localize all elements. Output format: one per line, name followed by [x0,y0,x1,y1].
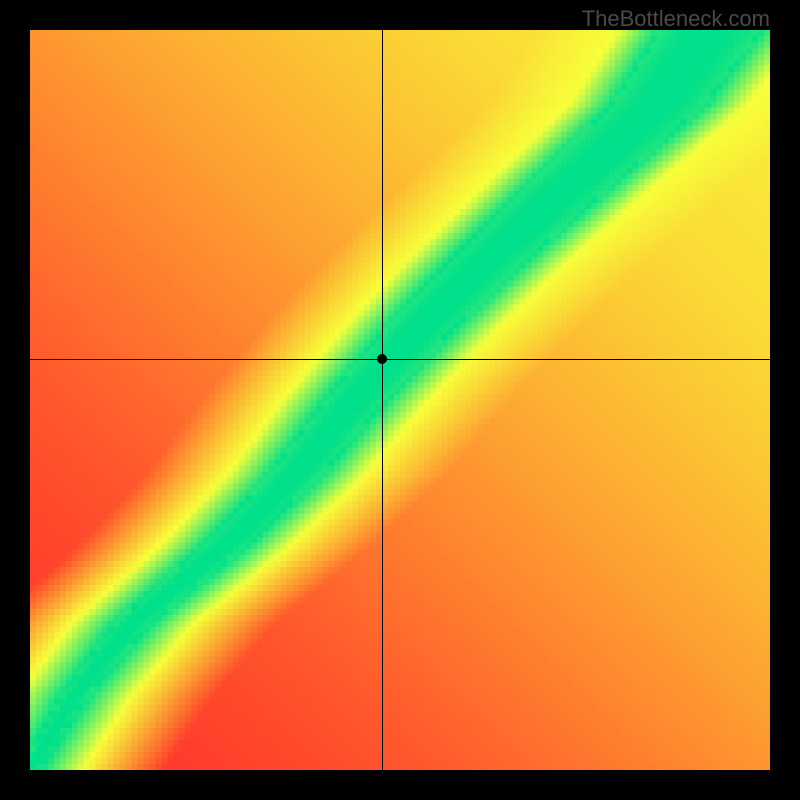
heatmap-plot [30,30,770,770]
watermark-text: TheBottleneck.com [582,6,770,32]
crosshair-vertical [382,30,383,770]
crosshair-horizontal [30,359,770,360]
heatmap-canvas [30,30,770,770]
crosshair-marker [377,354,387,364]
